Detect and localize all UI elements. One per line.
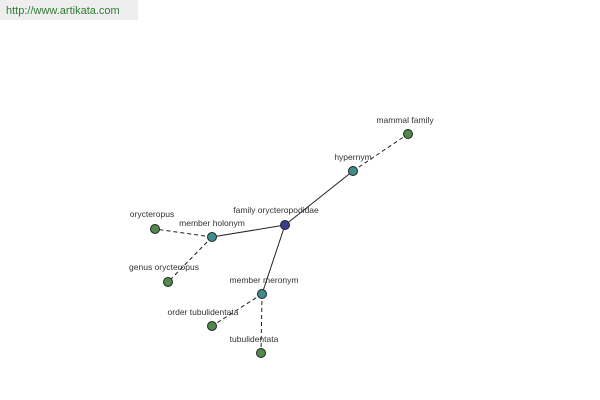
edge [211,224,286,238]
node [256,348,266,358]
node [150,224,160,234]
node [257,289,267,299]
node [403,129,413,139]
node [207,321,217,331]
node [207,232,217,242]
node [280,220,290,230]
node [163,277,173,287]
node-label: mammal family [376,115,434,125]
node-label: orycteropus [130,209,174,219]
node-label: member meronym [230,275,299,285]
site-url[interactable]: http://www.artikata.com [0,0,138,20]
node-label: order tubulidentata [168,307,239,317]
edge [261,224,286,295]
node-label: member holonym [179,218,245,228]
node-label: tubulidentata [230,334,279,344]
node-label: genus orycteropus [129,262,199,272]
node-label: hypernym [334,152,371,162]
node [348,166,358,176]
edge [284,170,354,226]
dashed-edge [211,293,263,327]
dashed-edge [260,293,263,354]
node-label: family orycteropodidae [233,205,319,215]
dashed-edge [154,228,213,238]
dashed-edge [167,236,213,283]
